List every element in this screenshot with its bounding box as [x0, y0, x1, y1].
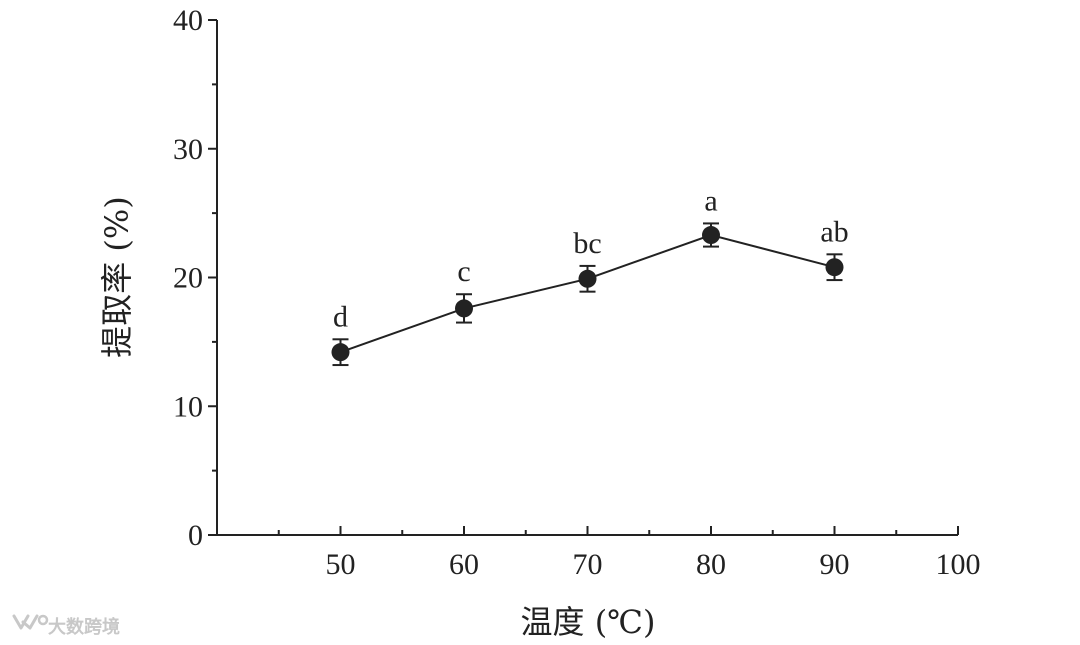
y-tick-label: 30 [173, 133, 203, 166]
significance-label: d [333, 300, 348, 333]
x-axis-title: 温度 (℃) [521, 603, 656, 641]
x-tick-label: 80 [696, 548, 726, 581]
y-tick-label: 40 [173, 4, 203, 37]
data-point [455, 299, 473, 318]
data-point [825, 258, 844, 277]
watermark-text: 大数跨境 [48, 616, 120, 638]
x-tick-label: 90 [820, 548, 850, 581]
y-axis-title: 提取率 (%) [98, 196, 136, 358]
significance-label: c [457, 255, 470, 288]
y-axis-ticks: 0 10 20 30 40 [173, 4, 217, 552]
x-tick-label: 70 [573, 548, 603, 581]
x-tick-label: 50 [326, 548, 356, 581]
y-tick-label: 10 [173, 390, 203, 423]
x-axis-ticks: 50 60 70 80 90 100 [277, 526, 981, 581]
significance-label: bc [573, 227, 601, 260]
significance-label: ab [820, 215, 848, 248]
series-layer: d c bc a ab [331, 184, 849, 367]
data-point [702, 226, 720, 245]
y-tick-label: 0 [188, 519, 203, 552]
data-point [331, 343, 350, 362]
watermark: 大数跨境 [12, 614, 120, 638]
y-tick-label: 20 [173, 262, 203, 295]
data-point [578, 269, 597, 288]
wechat-channel-icon [12, 614, 49, 630]
significance-label: a [704, 184, 717, 217]
x-tick-label: 100 [936, 548, 981, 581]
x-tick-label: 60 [449, 548, 479, 581]
